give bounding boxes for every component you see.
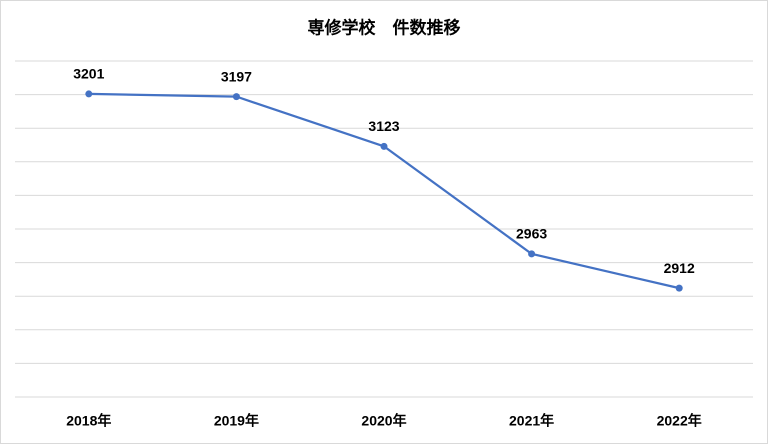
- point: [528, 250, 536, 258]
- x-tick-label: 2020年: [361, 413, 406, 429]
- data-label: 3123: [368, 118, 399, 134]
- chart-title: 専修学校 件数推移: [308, 17, 461, 37]
- x-tick-label: 2018年: [66, 413, 111, 429]
- data-label: 2963: [516, 226, 547, 242]
- data-label: 3197: [221, 68, 252, 84]
- point: [675, 284, 683, 292]
- data-label: 2912: [664, 260, 695, 276]
- x-tick-label: 2021年: [509, 413, 554, 429]
- x-tick-label: 2022年: [657, 413, 702, 429]
- point: [232, 93, 240, 101]
- x-tick-label: 2019年: [214, 413, 259, 429]
- point: [380, 142, 388, 150]
- point: [85, 90, 93, 98]
- data-label: 3201: [73, 66, 104, 82]
